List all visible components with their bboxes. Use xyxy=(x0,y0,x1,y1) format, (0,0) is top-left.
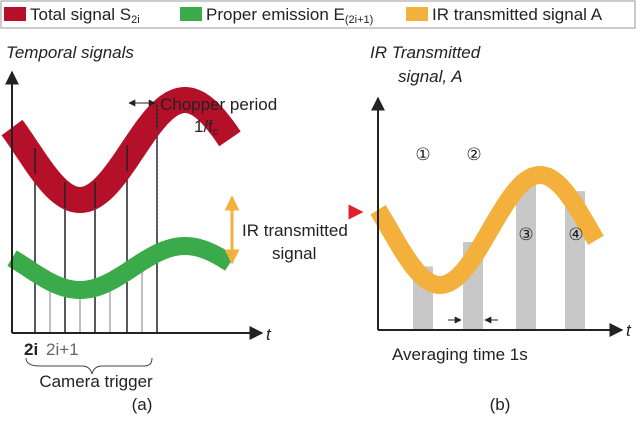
legend-swatch xyxy=(406,7,428,21)
marker-label: ④ xyxy=(568,225,583,244)
right-title: IR Transmitted xyxy=(370,43,481,62)
emission-wave xyxy=(7,237,235,299)
marker-label: ③ xyxy=(518,225,533,244)
chopper-label: Chopper period xyxy=(160,95,277,114)
total-signal-wave xyxy=(1,87,241,214)
legend-box xyxy=(0,0,636,29)
tick-label: 2i xyxy=(24,340,38,359)
marker-label: ① xyxy=(415,145,430,164)
right-title: signal, A xyxy=(398,67,463,86)
axis-label: t xyxy=(266,325,272,344)
trigger-label: Camera trigger xyxy=(39,372,153,391)
averaging-bar xyxy=(516,175,536,330)
chopper-label: 1/fc xyxy=(194,117,219,138)
legend-label: IR transmitted signal A xyxy=(432,5,603,24)
tick-label: 2i+1 xyxy=(46,340,79,359)
axis-label: t xyxy=(626,321,632,340)
ir-label: signal xyxy=(272,244,316,263)
ir-signal-wave xyxy=(370,165,604,295)
ir-label: IR transmitted xyxy=(242,221,348,240)
legend-label: Total signal S2i xyxy=(30,5,140,26)
legend-swatch xyxy=(4,7,26,21)
marker-label: ② xyxy=(466,145,481,164)
averaging-label: Averaging time 1s xyxy=(392,345,528,364)
brace xyxy=(25,357,153,375)
legend-swatch xyxy=(180,7,202,21)
left-title: Temporal signals xyxy=(6,43,134,62)
legend-label: Proper emission E(2i+1) xyxy=(206,5,373,26)
caption: (a) xyxy=(132,395,153,414)
caption: (b) xyxy=(490,395,511,414)
